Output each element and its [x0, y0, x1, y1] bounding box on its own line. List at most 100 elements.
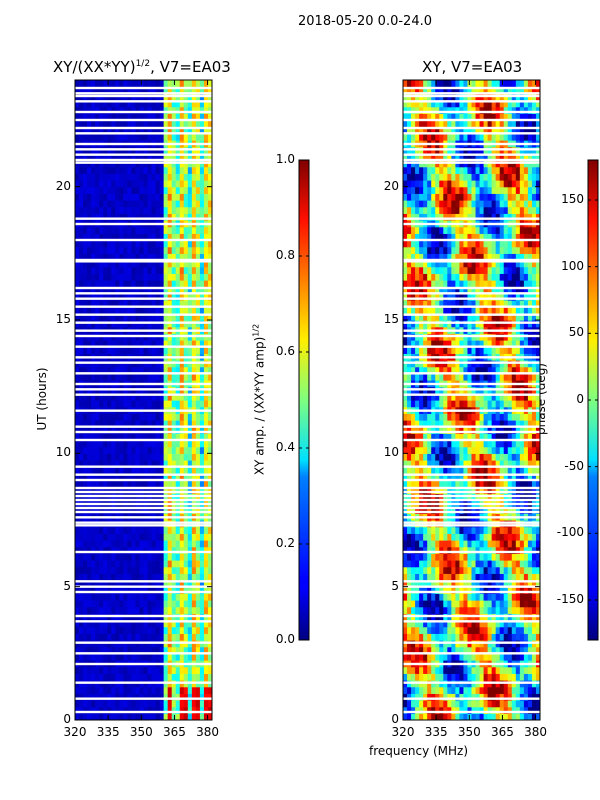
panel1-heatmap-cell [155, 233, 161, 241]
panel1-heatmap-cell [127, 393, 133, 401]
panel2-heatmap-cell [507, 633, 513, 641]
panel2-heatmap-cell [499, 573, 505, 581]
panel2-heatmap-cell [407, 506, 412, 514]
panel1-heatmap-cell [167, 206, 173, 214]
panel2-heatmap-cell [439, 593, 444, 601]
panel1-heatmap-cell [187, 460, 193, 468]
panel2-heatmap-cell [531, 486, 537, 494]
panel1-heatmap-cell [159, 453, 165, 461]
panel1-heatmap-cell [195, 186, 201, 194]
panel2-heatmap-cell [463, 440, 469, 448]
panel2-heatmap-cell [483, 580, 489, 588]
panel2-heatmap-cell [411, 626, 416, 634]
panel1-heatmap-cell [199, 273, 205, 281]
panel2-heatmap-cell [411, 546, 416, 554]
panel1-heatmap-cell [203, 626, 209, 634]
panel1-heatmap-cell [123, 626, 128, 634]
panel1-heatmap-cell [91, 693, 96, 701]
panel1-heatmap-cell [95, 153, 100, 161]
panel1-heatmap-cell [175, 293, 181, 301]
panel1-heatmap-cell [147, 340, 153, 348]
panel1-blank-row [75, 313, 212, 316]
panel1-heatmap-cell [167, 480, 173, 488]
panel1-heatmap-cell [203, 306, 209, 314]
panel2-heatmap-cell [435, 420, 440, 428]
panel1-heatmap-cell [123, 600, 128, 608]
panel2-heatmap-cell [403, 426, 408, 434]
panel2-heatmap-cell [523, 566, 529, 574]
panel1-heatmap-cell [75, 273, 80, 281]
panel1-heatmap-cell [95, 313, 100, 321]
panel1-heatmap-cell [143, 693, 149, 701]
panel2-heatmap-cell [511, 433, 517, 441]
panel1-heatmap-cell [199, 420, 205, 428]
panel1-heatmap-cell [99, 580, 104, 588]
panel1-heatmap-cell [119, 273, 124, 281]
panel1-heatmap-cell [91, 273, 96, 281]
panel1-heatmap-cell [87, 586, 92, 594]
panel1-heatmap-cell [195, 373, 201, 381]
panel1-heatmap-cell [83, 460, 88, 468]
panel1-heatmap-cell [83, 653, 88, 661]
panel1-heatmap-cell [167, 213, 173, 221]
panel2-heatmap-cell [475, 433, 481, 441]
panel1-heatmap-cell [147, 173, 153, 181]
panel1-heatmap-cell [127, 346, 133, 354]
panel1-heatmap-cell [203, 113, 209, 121]
panel1-heatmap-cell [103, 626, 108, 634]
panel1-heatmap-cell [191, 420, 197, 428]
panel1-heatmap-cell [155, 453, 161, 461]
panel1-heatmap-cell [119, 700, 124, 708]
panel1-heatmap-cell [79, 286, 84, 294]
panel1-heatmap-cell [103, 226, 108, 234]
panel1-heatmap-cell [187, 180, 193, 188]
panel2-heatmap-cell [439, 446, 444, 454]
panel1-heatmap-cell [123, 480, 128, 488]
panel1-heatmap-cell [123, 313, 128, 321]
panel1-heatmap-cell [107, 546, 112, 554]
panel2-heatmap-cell [403, 553, 408, 561]
panel1-heatmap-cell [139, 186, 145, 194]
panel1-heatmap-cell [123, 666, 128, 674]
panel2-heatmap-cell [507, 420, 513, 428]
panel1-heatmap-cell [139, 100, 145, 108]
panel1-heatmap-cell [135, 153, 141, 161]
panel1-heatmap-cell [115, 393, 120, 401]
panel2-heatmap-cell [527, 593, 533, 601]
panel1-heatmap-cell [175, 606, 181, 614]
panel2-heatmap-cell [443, 693, 448, 701]
panel1-heatmap-cell [123, 366, 128, 374]
panel1-heatmap-cell [75, 120, 80, 128]
panel1-heatmap-cell [199, 86, 205, 94]
panel2-heatmap-cell [531, 560, 537, 568]
panel1-heatmap-cell [195, 573, 201, 581]
panel1-heatmap-cell [139, 426, 145, 434]
panel2-heatmap-cell [503, 420, 509, 428]
panel1-heatmap-cell [147, 233, 153, 241]
panel2-heatmap-cell [435, 540, 440, 548]
panel1-heatmap-cell [147, 506, 153, 514]
panel1-heatmap-cell [143, 233, 149, 241]
panel1-heatmap-cell [123, 593, 128, 601]
panel1-heatmap-cell [175, 653, 181, 661]
panel1-heatmap-cell [131, 173, 137, 181]
panel1-heatmap-cell [83, 706, 88, 714]
panel2-heatmap-cell [431, 633, 436, 641]
panel1-heatmap-cell [167, 686, 173, 694]
panel1-heatmap-cell [155, 393, 161, 401]
panel1-heatmap-cell [135, 526, 141, 534]
panel1-heatmap-cell [163, 540, 169, 548]
panel2-heatmap-cell [447, 666, 452, 674]
panel1-heatmap-cell [139, 620, 145, 628]
panel2-heatmap-cell [495, 646, 501, 654]
panel2-heatmap-cell [439, 473, 444, 481]
panel1-heatmap-cell [199, 100, 205, 108]
panel1-heatmap-cell [115, 673, 120, 681]
panel2-heatmap-cell [427, 593, 432, 601]
panel2-heatmap-cell [411, 706, 416, 714]
panel1-heatmap-cell [127, 200, 133, 208]
panel2-heatmap-cell [411, 420, 416, 428]
panel1-heatmap-cell [191, 686, 197, 694]
panel1-heatmap-cell [115, 366, 120, 374]
panel1-heatmap-cell [183, 393, 189, 401]
